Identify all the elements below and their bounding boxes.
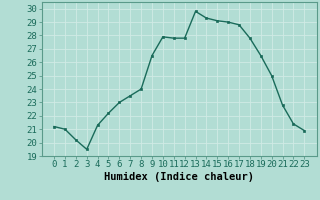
X-axis label: Humidex (Indice chaleur): Humidex (Indice chaleur) (104, 172, 254, 182)
